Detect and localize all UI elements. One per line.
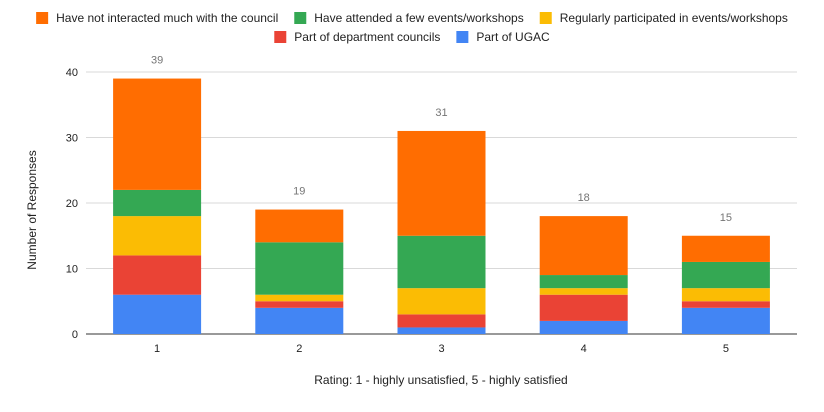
- y-tick-label: 30: [66, 133, 78, 145]
- bar-segment: [113, 216, 202, 256]
- legend-item: Have attended a few events/workshops: [294, 11, 524, 25]
- bar-segment: [539, 320, 628, 334]
- legend-item: Part of department councils: [274, 30, 440, 44]
- y-tick-label: 20: [66, 198, 78, 210]
- bar-segment: [113, 189, 202, 217]
- total-label: 15: [720, 212, 732, 224]
- bar-segment: [255, 301, 344, 308]
- bar-segment: [397, 235, 486, 289]
- bar-segment: [255, 209, 344, 243]
- bar-segment: [397, 288, 486, 315]
- total-label: 31: [435, 107, 447, 119]
- legend-swatch: [456, 31, 469, 43]
- x-tick-label: 5: [723, 343, 729, 355]
- y-tick-label: 40: [66, 67, 78, 79]
- legend-item: Part of UGAC: [456, 30, 550, 44]
- x-axis-ticks: 1 2 3 4 5: [154, 343, 729, 355]
- bar-segment: [255, 307, 344, 334]
- bar-segment: [539, 294, 628, 321]
- legend-item: Have not interacted much with the counci…: [36, 11, 278, 25]
- total-labels: 39 19 31 18 15: [151, 55, 732, 224]
- bar-segment: [113, 255, 202, 295]
- bar-segment: [397, 130, 486, 236]
- legend-label: Have not interacted much with the counci…: [56, 11, 278, 25]
- legend: Have not interacted much with the counci…: [36, 11, 788, 44]
- bar-segment: [113, 78, 202, 190]
- legend-swatch: [36, 12, 49, 24]
- x-tick-label: 4: [581, 343, 587, 355]
- legend-swatch: [274, 31, 287, 43]
- bar-segment: [397, 327, 486, 334]
- bar-segment: [255, 294, 344, 302]
- bar-segment: [255, 242, 344, 295]
- bar-segment: [539, 288, 628, 295]
- bar-segment: [681, 235, 770, 262]
- bar-segment: [397, 314, 486, 328]
- bars: [113, 78, 770, 334]
- bar-segment: [539, 275, 628, 289]
- bar-segment: [539, 216, 628, 276]
- legend-label: Have attended a few events/workshops: [314, 11, 523, 25]
- total-label: 19: [293, 186, 305, 198]
- y-axis-title: Number of Responses: [25, 150, 39, 269]
- total-label: 39: [151, 55, 163, 67]
- legend-item: Regularly participated in events/worksho…: [539, 11, 788, 25]
- legend-swatch: [294, 12, 307, 24]
- legend-label: Regularly participated in events/worksho…: [560, 11, 788, 25]
- legend-label: Part of department councils: [294, 30, 440, 44]
- bar-segment: [681, 288, 770, 302]
- legend-label: Part of UGAC: [476, 30, 550, 44]
- legend-swatch: [539, 12, 552, 24]
- y-axis-ticks: 0 10 20 30 40: [66, 67, 78, 341]
- y-tick-label: 10: [66, 264, 78, 276]
- x-axis-title: Rating: 1 - highly unsatisfied, 5 - high…: [314, 373, 567, 387]
- y-tick-label: 0: [72, 329, 78, 341]
- bar-segment: [113, 294, 202, 334]
- x-tick-label: 3: [438, 343, 444, 355]
- x-tick-label: 1: [154, 343, 160, 355]
- bar-segment: [681, 301, 770, 308]
- bar-segment: [681, 261, 770, 289]
- total-label: 18: [578, 192, 590, 204]
- x-tick-label: 2: [296, 343, 302, 355]
- bar-segment: [681, 307, 770, 334]
